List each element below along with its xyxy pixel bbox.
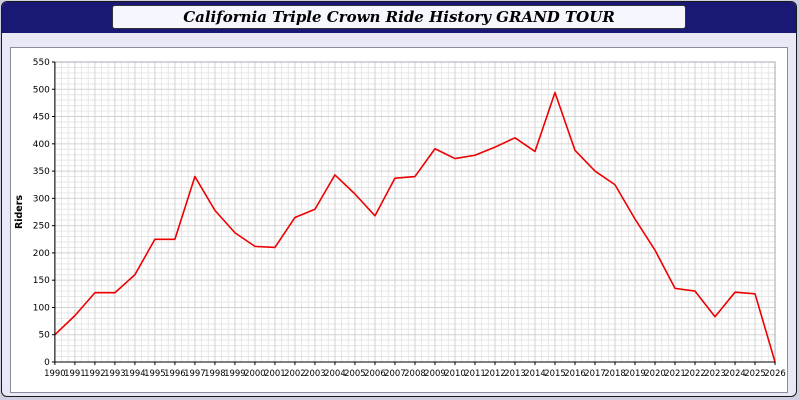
title-box: California Triple Crown Ride History GRA… <box>112 5 686 29</box>
x-tick-label: 2006 <box>364 368 386 378</box>
chart-title: California Triple Crown Ride History GRA… <box>183 8 615 26</box>
y-tick-label: 500 <box>33 85 50 95</box>
x-tick-label: 2012 <box>484 368 506 378</box>
x-tick-label: 2011 <box>464 368 486 378</box>
x-tick-label: 2018 <box>604 368 626 378</box>
x-tick-label: 2001 <box>264 368 286 378</box>
y-tick-label: 400 <box>33 140 50 150</box>
y-tick-label: 200 <box>33 249 50 259</box>
y-tick-label: 300 <box>33 194 50 204</box>
line-chart: 0 50 100 150 200 250 300 350 400 450 500 550 1990 199… <box>11 48 787 392</box>
y-tick-label: 250 <box>33 222 50 232</box>
y-tick-label: 150 <box>33 276 50 286</box>
x-tick-label: 2007 <box>384 368 406 378</box>
x-tick-label: 1996 <box>164 368 186 378</box>
x-tick-label: 1993 <box>104 368 126 378</box>
x-tick-label: 1999 <box>224 368 246 378</box>
x-tick-label: 2023 <box>704 368 726 378</box>
x-tick-label: 2005 <box>344 368 366 378</box>
x-tick-label: 2002 <box>284 368 306 378</box>
x-tick-label: 2019 <box>624 368 646 378</box>
x-tick-label: 2017 <box>584 368 606 378</box>
x-tick-label: 2020 <box>644 368 666 378</box>
x-tick-label: 2024 <box>724 368 746 378</box>
x-tick-label: 2022 <box>684 368 706 378</box>
x-tick-label: 2025 <box>744 368 766 378</box>
x-tick-label: 2008 <box>404 368 426 378</box>
x-tick-label: 1992 <box>84 368 106 378</box>
x-tick-label: 2016 <box>564 368 586 378</box>
x-tick-label: 2014 <box>524 368 546 378</box>
x-tick-label: 1991 <box>64 368 86 378</box>
x-tick-label: 2021 <box>664 368 686 378</box>
x-tick-label: 2026 <box>764 368 786 378</box>
title-bar: California Triple Crown Ride History GRA… <box>2 2 796 33</box>
data-line <box>54 91 776 363</box>
x-tick-label: 1997 <box>184 368 206 378</box>
y-tick-label: 450 <box>33 113 50 123</box>
y-axis-title: Riders <box>14 195 25 229</box>
x-tick-label: 1990 <box>44 368 66 378</box>
y-tick-label: 100 <box>33 303 50 313</box>
y-tick-label: 350 <box>33 167 50 177</box>
y-tick-label: 0 <box>44 358 50 368</box>
x-tick-label: 2000 <box>244 368 266 378</box>
x-tick-label: 2003 <box>304 368 326 378</box>
chart-panel: 0 50 100 150 200 250 300 350 400 450 500 550 1990 199… <box>10 47 788 393</box>
x-tick-label: 1995 <box>144 368 166 378</box>
x-tick-label: 2004 <box>324 368 346 378</box>
x-tick-label: 1998 <box>204 368 226 378</box>
x-tick-label: 2009 <box>424 368 446 378</box>
x-tick-label: 1994 <box>124 368 146 378</box>
x-tick-label: 2010 <box>444 368 466 378</box>
y-tick-label: 550 <box>33 58 50 68</box>
y-tick-label: 50 <box>38 331 50 341</box>
x-tick-label: 2015 <box>544 368 566 378</box>
x-tick-label: 2013 <box>504 368 526 378</box>
